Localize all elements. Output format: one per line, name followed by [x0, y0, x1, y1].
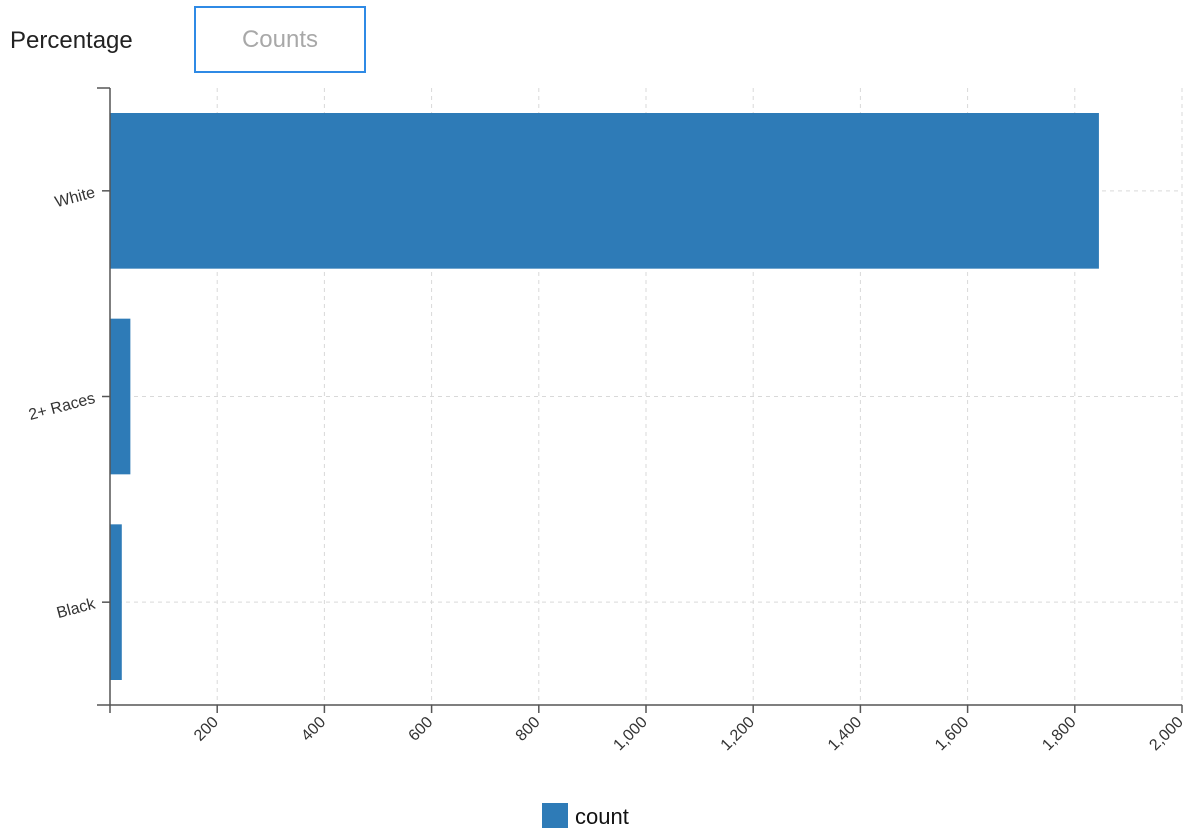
- x-tick-label: 2,000: [1146, 714, 1184, 754]
- x-tick-label: 200: [191, 714, 222, 745]
- x-tick-label: 1,400: [825, 714, 865, 754]
- legend: count: [542, 803, 629, 829]
- x-tick-label: 1,800: [1039, 714, 1079, 754]
- bars: [110, 113, 1099, 680]
- tab-percentage[interactable]: Percentage: [10, 27, 133, 54]
- y-tick-label: White: [53, 184, 97, 211]
- y-tick-label: 2+ Races: [27, 390, 97, 424]
- legend-swatch: [542, 803, 568, 828]
- x-tick-label: 1,000: [610, 714, 650, 754]
- x-tick-label: 1,600: [932, 714, 972, 754]
- x-tick-label: 800: [513, 714, 544, 745]
- x-tick-label: 600: [406, 714, 437, 745]
- bar[interactable]: [110, 524, 122, 680]
- x-tick-label: 1,200: [718, 714, 758, 754]
- y-tick-label: Black: [55, 595, 98, 622]
- bar[interactable]: [110, 113, 1099, 269]
- bar[interactable]: [110, 318, 131, 475]
- legend-label: count: [575, 804, 629, 829]
- x-tick-label: 400: [298, 714, 329, 745]
- tab-counts[interactable]: Counts: [194, 6, 366, 73]
